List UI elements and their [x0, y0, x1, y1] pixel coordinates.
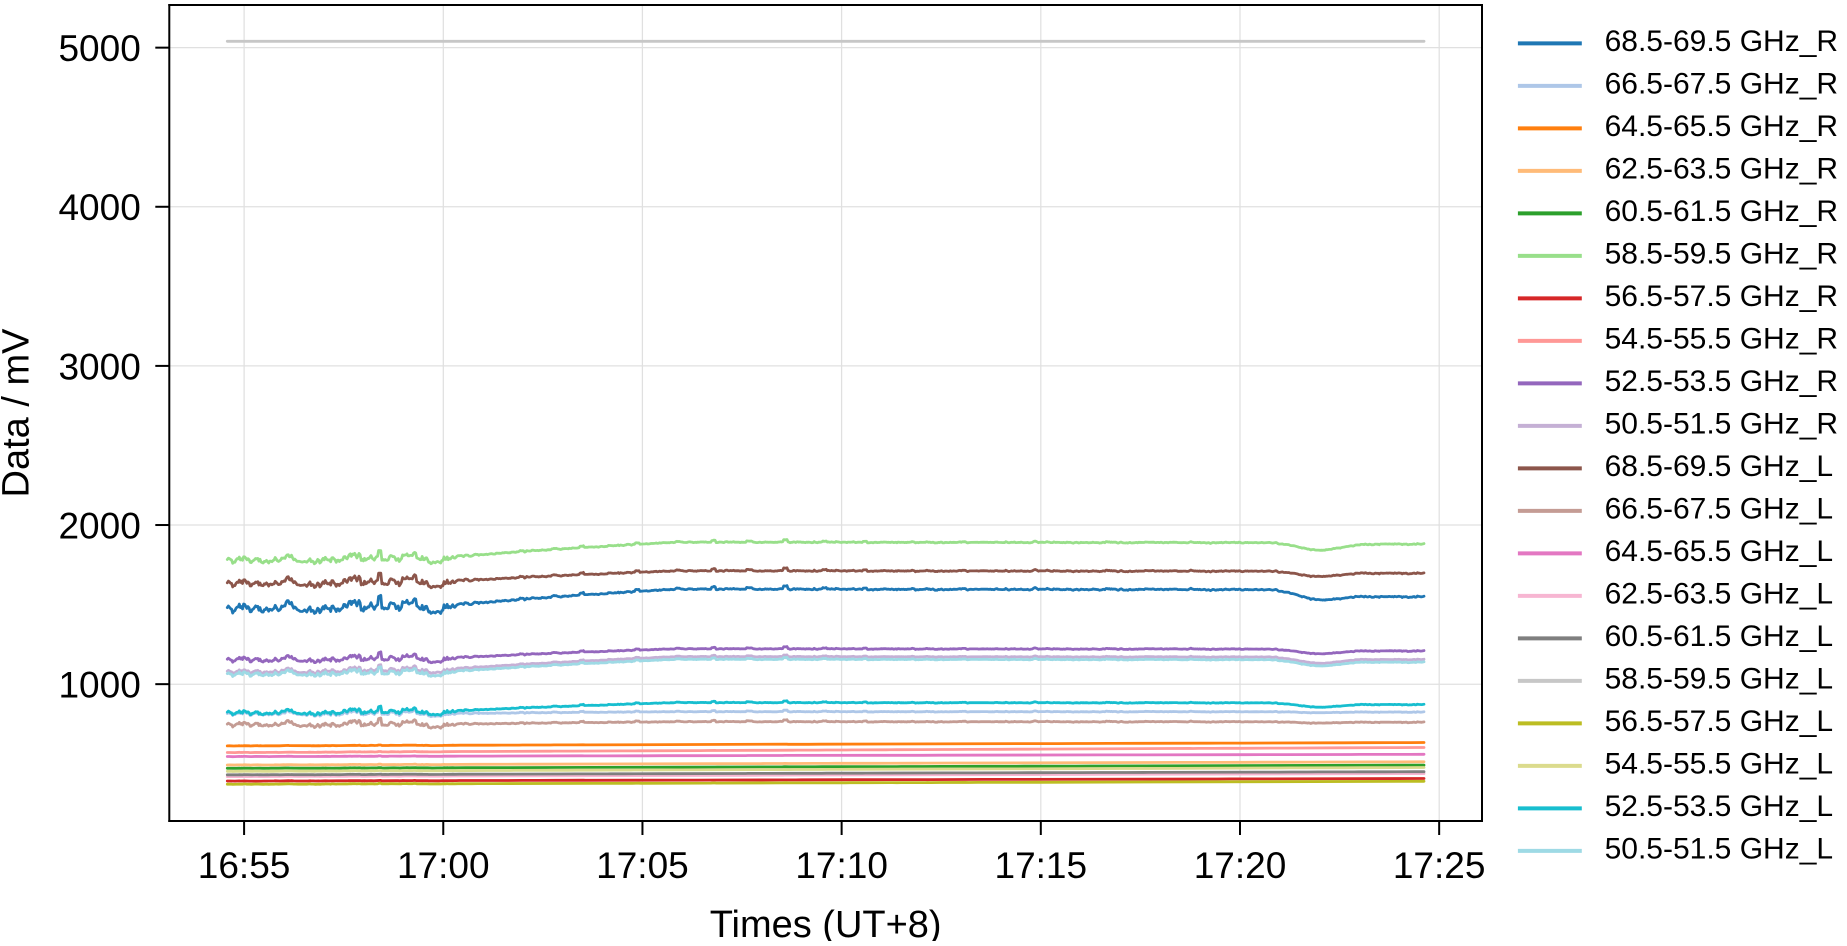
svg-text:50.5-51.5 GHz_R: 50.5-51.5 GHz_R	[1605, 408, 1838, 441]
svg-text:56.5-57.5 GHz_R: 56.5-57.5 GHz_R	[1605, 280, 1838, 313]
svg-text:66.5-67.5 GHz_R: 66.5-67.5 GHz_R	[1605, 68, 1838, 101]
svg-text:68.5-69.5 GHz_R: 68.5-69.5 GHz_R	[1605, 25, 1838, 58]
svg-text:58.5-59.5 GHz_R: 58.5-59.5 GHz_R	[1605, 238, 1838, 271]
svg-text:1000: 1000	[58, 665, 140, 706]
svg-text:62.5-63.5 GHz_L: 62.5-63.5 GHz_L	[1605, 578, 1833, 611]
svg-text:2000: 2000	[58, 505, 140, 546]
svg-text:17:10: 17:10	[795, 845, 888, 886]
svg-text:17:20: 17:20	[1194, 845, 1287, 886]
svg-text:Data / mV: Data / mV	[0, 328, 38, 498]
svg-text:16:55: 16:55	[198, 845, 291, 886]
svg-text:17:25: 17:25	[1393, 845, 1486, 886]
svg-text:17:15: 17:15	[995, 845, 1088, 886]
svg-text:5000: 5000	[58, 28, 140, 69]
svg-text:Times (UT+8): Times (UT+8)	[710, 904, 942, 941]
svg-text:54.5-55.5 GHz_R: 54.5-55.5 GHz_R	[1605, 323, 1838, 356]
svg-text:60.5-61.5 GHz_L: 60.5-61.5 GHz_L	[1605, 620, 1833, 653]
svg-text:52.5-53.5 GHz_R: 52.5-53.5 GHz_R	[1605, 365, 1838, 398]
svg-text:68.5-69.5 GHz_L: 68.5-69.5 GHz_L	[1605, 450, 1833, 483]
svg-text:52.5-53.5 GHz_L: 52.5-53.5 GHz_L	[1605, 790, 1833, 823]
svg-text:56.5-57.5 GHz_L: 56.5-57.5 GHz_L	[1605, 705, 1833, 738]
svg-text:62.5-63.5 GHz_R: 62.5-63.5 GHz_R	[1605, 153, 1838, 186]
svg-text:54.5-55.5 GHz_L: 54.5-55.5 GHz_L	[1605, 748, 1833, 781]
svg-text:3000: 3000	[58, 346, 140, 387]
svg-text:64.5-65.5 GHz_L: 64.5-65.5 GHz_L	[1605, 535, 1833, 568]
svg-text:60.5-61.5 GHz_R: 60.5-61.5 GHz_R	[1605, 195, 1838, 228]
svg-text:17:00: 17:00	[397, 845, 490, 886]
svg-text:17:05: 17:05	[596, 845, 689, 886]
svg-text:64.5-65.5 GHz_R: 64.5-65.5 GHz_R	[1605, 110, 1838, 143]
svg-text:4000: 4000	[58, 187, 140, 228]
svg-text:50.5-51.5 GHz_L: 50.5-51.5 GHz_L	[1605, 833, 1833, 866]
svg-text:66.5-67.5 GHz_L: 66.5-67.5 GHz_L	[1605, 493, 1833, 526]
svg-text:58.5-59.5 GHz_L: 58.5-59.5 GHz_L	[1605, 663, 1833, 696]
